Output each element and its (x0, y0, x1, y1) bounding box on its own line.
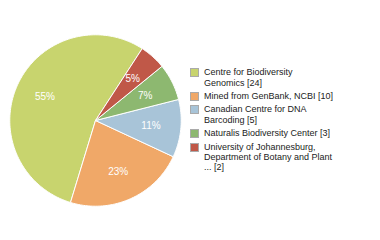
html-text:Mined from GenBank, NCBI [10]: Mined from GenBank, NCBI [10] (204, 91, 334, 102)
svg-text:55%: 55% (35, 91, 55, 102)
svg-text:5%: 5% (125, 73, 140, 84)
svg-text:23%: 23% (108, 166, 128, 177)
html-text:Centre for Biodiversity Genomi: Centre for Biodiversity Genomics [24] (204, 67, 293, 88)
html-text:Canadian Centre for DNA Barcod: Canadian Centre for DNA Barcoding [5] (204, 104, 307, 125)
svg-text:11%: 11% (141, 120, 160, 131)
svg-text:7%: 7% (138, 90, 153, 101)
html-text:Naturalis Biodiversity Center: Naturalis Biodiversity Center [3] (204, 128, 331, 139)
html-text:University of Johannesburg, De: University of Johannesburg, Department o… (204, 141, 333, 173)
